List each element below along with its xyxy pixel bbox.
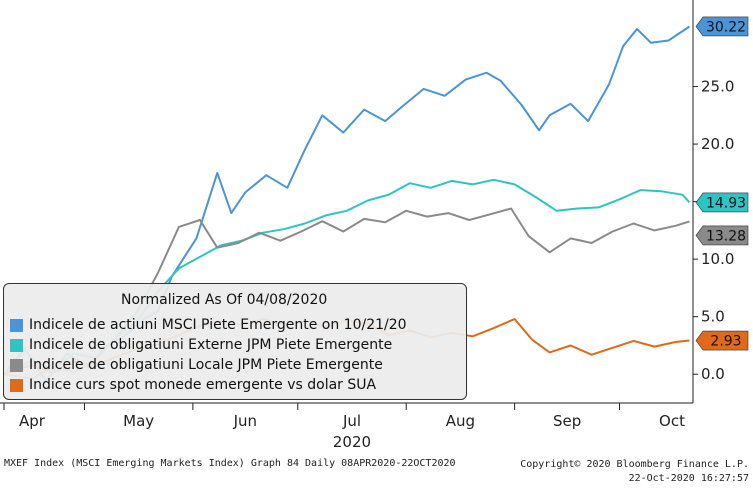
legend-swatch [10,338,23,352]
last-value-tag-bg [695,192,749,213]
y-tick-label: 0.0 [701,365,725,383]
legend-item-fx-spot: Indice curs spot monede emergente vs dol… [10,376,376,394]
legend-swatch [10,318,23,332]
x-tick-label: Oct [659,412,685,430]
last-value-labels: 30.22 14.93 13.28 2.93 [695,16,749,351]
y-tick-label: 25.0 [701,78,734,96]
legend-title: Normalized As Of 04/08/2020 [121,292,328,308]
x-ticks: Apr May Jun Jul Aug Sep Oct [3,403,685,430]
last-value-tag-1: 14.93 [695,192,749,213]
last-value-tag-0: 30.22 [695,16,749,37]
last-value-tag-3: 2.93 [695,330,749,351]
footer-timestamp: 22-Oct-2020 16:27:57 [628,473,749,484]
last-value-tag-bg [695,225,749,246]
legend-label: Indicele de obligatiuni Externe JPM Piet… [29,337,393,353]
footer-right: Copyright© 2020 Bloomberg Finance L.P. 2… [520,458,749,486]
legend-swatch [10,358,23,372]
x-tick-label: Aug [446,412,475,430]
footer-source: MXEF Index (MSCI Emerging Markets Index)… [4,458,456,469]
last-value-text: 30.22 [706,19,746,35]
legend-label: Indicele de actiuni MSCI Piete Emergente… [29,317,407,333]
y-tick-label: 10.0 [701,250,734,268]
x-tick-label: Jun [233,412,257,430]
legend: Normalized As Of 04/08/2020 Indicele de … [3,283,467,400]
y-tick-label: 20.0 [701,135,734,153]
last-value-text: 13.28 [706,228,746,244]
last-value-tag-2: 13.28 [695,225,749,246]
footer-copyright: Copyright© 2020 Bloomberg Finance L.P. [520,459,749,470]
x-tick-label: Jul [342,412,361,430]
last-value-tag-bg [695,16,749,37]
y-tick-label: 5.0 [701,308,725,326]
legend-item-jpm-locale: Indicele de obligatiuni Locale JPM Piete… [10,356,383,374]
legend-item-msci: Indicele de actiuni MSCI Piete Emergente… [10,316,407,334]
legend-label: Indice curs spot monede emergente vs dol… [29,377,377,393]
x-year-label: 2020 [333,433,371,451]
legend-swatch [10,378,23,392]
x-tick-label: May [123,412,154,430]
legend-item-jpm-externe: Indicele de obligatiuni Externe JPM Piet… [10,336,392,354]
x-tick-label: Apr [19,412,46,430]
last-value-text: 2.93 [710,334,741,350]
x-tick-label: Sep [553,412,581,430]
legend-label: Indicele de obligatiuni Locale JPM Piete… [29,357,383,373]
last-value-tag-bg [695,330,749,351]
last-value-text: 14.93 [706,195,746,211]
